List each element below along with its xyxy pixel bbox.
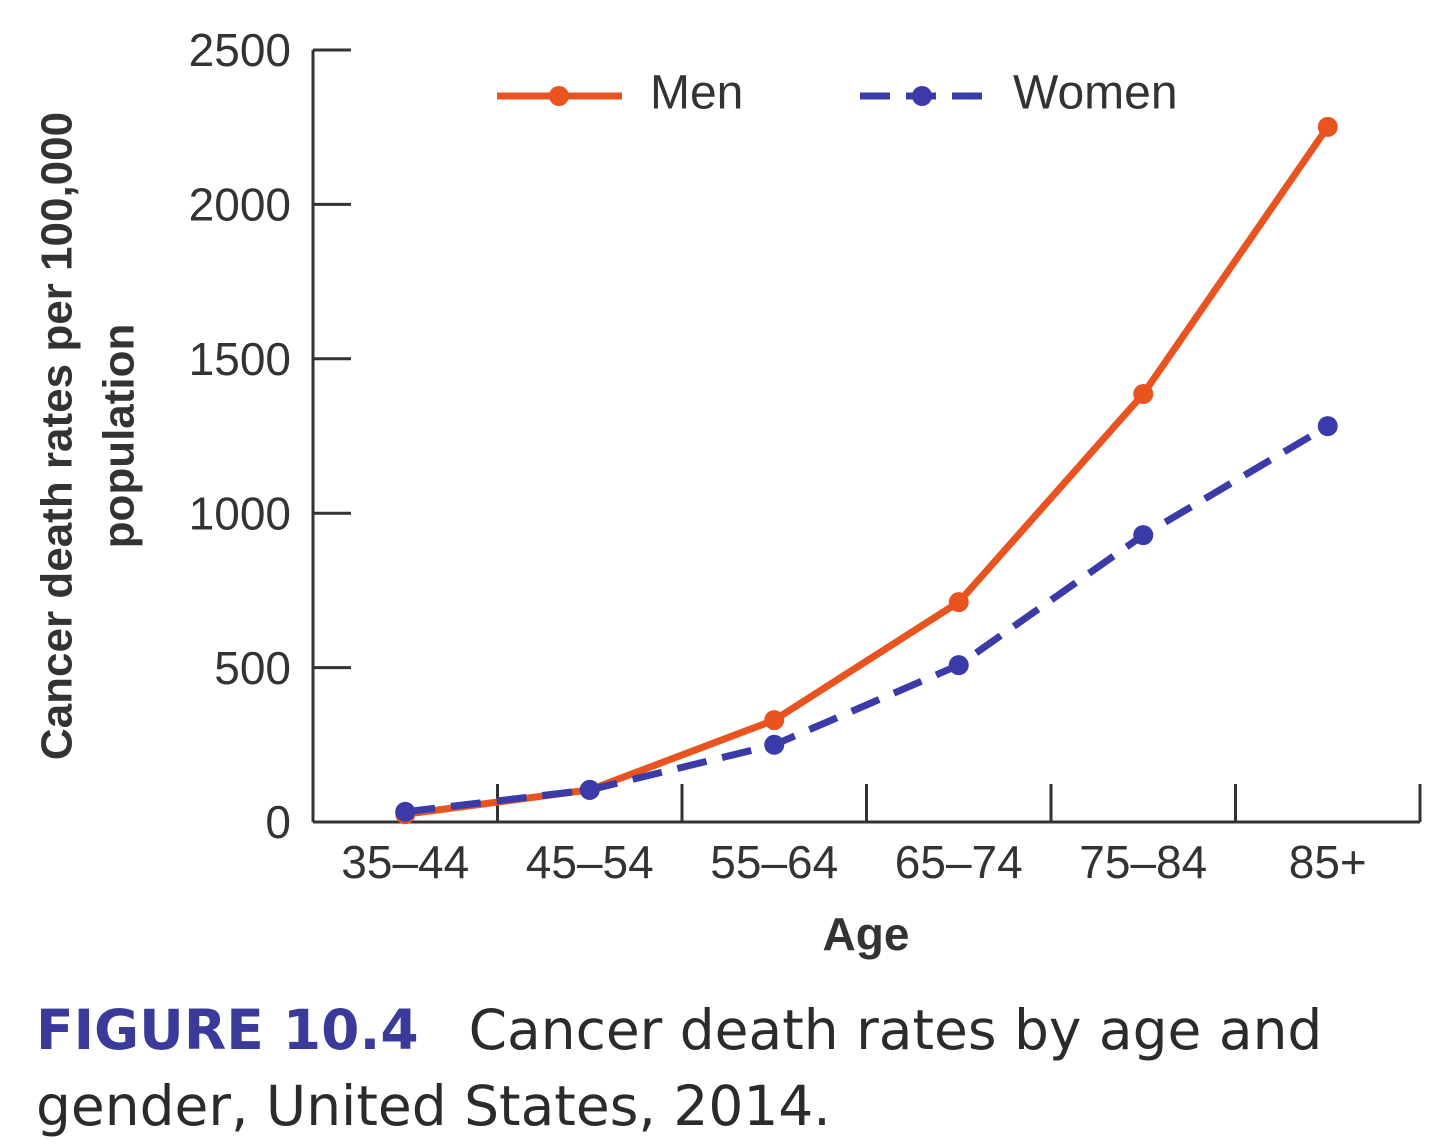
series-point (395, 801, 416, 822)
y-tick-label: 1000 (189, 487, 291, 539)
x-tick-label: 55–64 (710, 836, 838, 888)
series-point (579, 779, 600, 800)
series-line (404, 423, 1330, 816)
series-point (948, 655, 969, 676)
legend-label: Women (1013, 67, 1178, 120)
y-tick-label: 0 (265, 796, 291, 848)
x-axis-title: Age (823, 908, 910, 960)
x-tick-label: 45–54 (526, 836, 654, 888)
y-tick-label: 500 (214, 642, 291, 694)
series-point (1133, 384, 1154, 405)
y-tick-label: 1500 (189, 333, 291, 385)
series-point (764, 710, 785, 731)
x-tick-label: 65–74 (895, 836, 1023, 888)
x-tick-label: 75–84 (1079, 836, 1207, 888)
series-point (948, 592, 969, 613)
y-tick-label: 2500 (189, 24, 291, 76)
series-line (404, 124, 1331, 818)
series-point (764, 734, 785, 755)
legend-marker (549, 86, 569, 106)
x-tick-label: 35–44 (341, 836, 469, 888)
x-tick-label: 85+ (1289, 836, 1367, 888)
series-point (1317, 416, 1338, 437)
y-axis-title: Cancer death rates per 100,000 (33, 112, 82, 760)
caption: FIGURE 10.4 Cancer death rates by age and… (36, 992, 1326, 1144)
figure-label: FIGURE 10.4 (36, 998, 419, 1062)
legend-label: Men (650, 67, 743, 120)
y-tick-label: 2000 (189, 179, 291, 231)
caption-text: Cancer death rates by age and gender, Un… (36, 998, 1323, 1138)
y-axis-title: population (95, 324, 144, 549)
legend-marker (912, 86, 932, 106)
chart: Cancer death rates per 100,000 populatio… (33, 24, 1422, 960)
series-point (1317, 116, 1338, 137)
series-point (1133, 525, 1154, 546)
